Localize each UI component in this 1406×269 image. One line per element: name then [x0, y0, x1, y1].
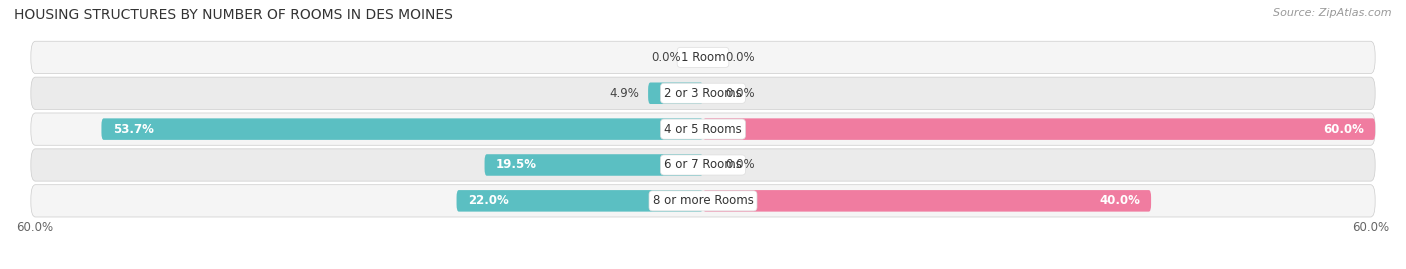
Text: 0.0%: 0.0% [651, 51, 681, 64]
Text: 0.0%: 0.0% [725, 87, 755, 100]
Text: 60.0%: 60.0% [1323, 123, 1364, 136]
Text: 0.0%: 0.0% [725, 51, 755, 64]
Text: 4 or 5 Rooms: 4 or 5 Rooms [664, 123, 742, 136]
Text: 53.7%: 53.7% [112, 123, 153, 136]
Text: 22.0%: 22.0% [468, 194, 509, 207]
FancyBboxPatch shape [31, 41, 1375, 73]
Text: 1 Room: 1 Room [681, 51, 725, 64]
Text: 2 or 3 Rooms: 2 or 3 Rooms [664, 87, 742, 100]
Text: 8 or more Rooms: 8 or more Rooms [652, 194, 754, 207]
FancyBboxPatch shape [648, 83, 703, 104]
Text: 0.0%: 0.0% [725, 158, 755, 171]
Text: 60.0%: 60.0% [17, 221, 53, 233]
Text: 4.9%: 4.9% [609, 87, 640, 100]
Text: HOUSING STRUCTURES BY NUMBER OF ROOMS IN DES MOINES: HOUSING STRUCTURES BY NUMBER OF ROOMS IN… [14, 8, 453, 22]
Text: 6 or 7 Rooms: 6 or 7 Rooms [664, 158, 742, 171]
Text: 60.0%: 60.0% [1353, 221, 1389, 233]
Text: 19.5%: 19.5% [496, 158, 537, 171]
FancyBboxPatch shape [31, 77, 1375, 109]
FancyBboxPatch shape [457, 190, 703, 212]
FancyBboxPatch shape [101, 118, 703, 140]
FancyBboxPatch shape [485, 154, 703, 176]
Text: 40.0%: 40.0% [1099, 194, 1140, 207]
FancyBboxPatch shape [703, 118, 1375, 140]
Text: Source: ZipAtlas.com: Source: ZipAtlas.com [1274, 8, 1392, 18]
FancyBboxPatch shape [703, 190, 1152, 212]
FancyBboxPatch shape [31, 149, 1375, 181]
FancyBboxPatch shape [31, 113, 1375, 145]
FancyBboxPatch shape [31, 185, 1375, 217]
